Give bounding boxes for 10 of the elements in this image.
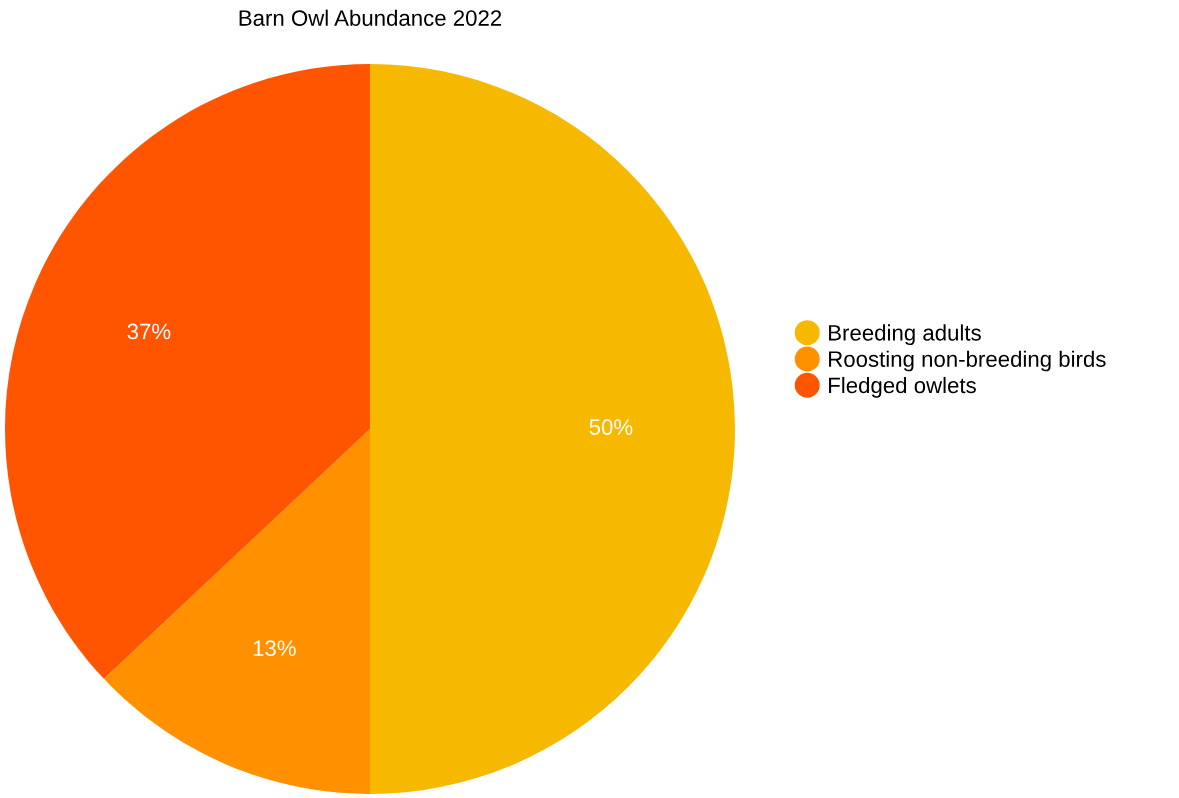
data-label: 37% xyxy=(127,323,171,340)
data-label: 50% xyxy=(589,419,633,435)
pie-slice xyxy=(5,64,370,679)
legend-label: Breeding adults xyxy=(829,324,981,346)
data-label: 13% xyxy=(253,640,296,657)
pie-slice xyxy=(103,429,370,794)
chart-title: Barn Owl Abundance 2022 xyxy=(239,9,502,26)
pie-slice xyxy=(370,64,735,794)
legend-label: Roosting non-breeding birds xyxy=(829,350,1106,372)
legend-label: Fledged owlets xyxy=(829,376,976,398)
